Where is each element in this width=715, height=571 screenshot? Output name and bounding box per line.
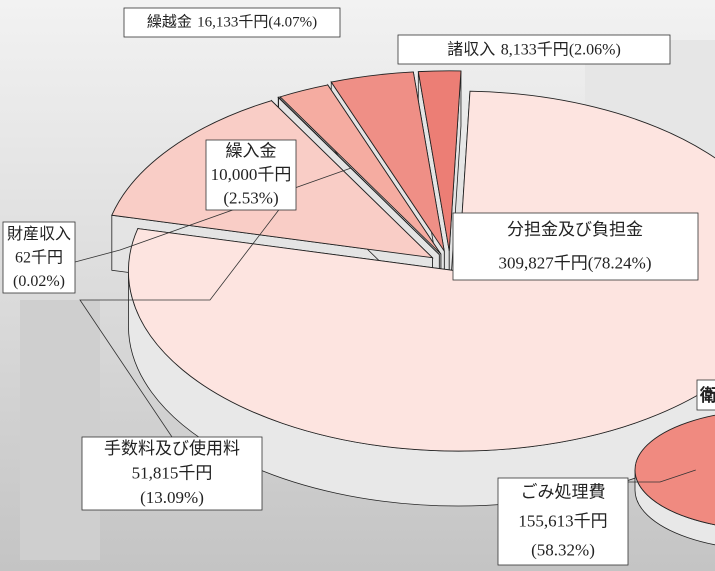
slice-label: 155,613千円 [518, 511, 607, 530]
slice-label-amount-labels: 16,133千円 [197, 14, 268, 31]
slice-label: 51,815千円 [132, 463, 213, 482]
slice-label-value-labels: (58.32%) [531, 540, 595, 559]
slice-label: 分担金及び負担金 [507, 220, 643, 239]
slice-label-value-labels: (2.06%) [569, 41, 621, 58]
slice-label: (13.09%) [140, 488, 204, 507]
slice-label-categories: 手数料及び使用料 [104, 438, 240, 458]
slice-label-categories: 諸収入 [447, 40, 495, 58]
slice-label-amount-labels: 309,827千円 [499, 253, 588, 272]
slice-label-amount-labels: 8,133千円 [501, 40, 569, 58]
slice-label-amount-labels: 51,815千円 [132, 463, 213, 482]
chart: 分担金及び負担金 309,827千円(78.24%) 手数料及び使用料 51,815千… [0, 0, 715, 571]
slice-label-value-labels: (13.09%) [140, 488, 204, 507]
slice-label: 手数料及び使用料 [104, 438, 240, 458]
slice-label: (58.32%) [531, 540, 595, 559]
slice-label: 財産収入 [7, 225, 71, 243]
background-building [20, 300, 100, 560]
slice-label: 繰入金 [226, 142, 277, 161]
slice-label: (2.53%) [223, 188, 278, 207]
slice-label: 62千円 [15, 248, 63, 266]
slice-label: 10,000千円 [211, 165, 292, 184]
slice-label-value-labels: (0.02%) [13, 273, 65, 290]
slice-label-value-labels: (78.24%) [588, 253, 652, 272]
slice-label-value-labels: (2.53%) [223, 188, 278, 207]
slice-label-categories: 財産収入 [7, 225, 71, 243]
slice-label: (0.02%) [13, 273, 65, 290]
slice-label-amount-labels: 155,613千円 [518, 511, 607, 530]
slice-label: 諸収入 8,133千円(2.06%) [447, 40, 621, 58]
chart-title: 衛 [699, 385, 715, 406]
slice-label-categories: 繰入金 [226, 142, 277, 161]
slice-label-value-labels: (4.07%) [268, 15, 317, 31]
slice-label-amount-labels: 62千円 [15, 248, 63, 266]
slice-label-categories: ごみ処理費 [521, 482, 606, 501]
slice-label-amount-labels: 10,000千円 [211, 165, 292, 184]
slice-label: 309,827千円(78.24%) [499, 253, 652, 272]
slice-label-categories: 分担金及び負担金 [507, 220, 643, 239]
slice-label: 繰越金 16,133千円(4.07%) [147, 14, 317, 31]
slice-label-categories: 繰越金 [147, 14, 192, 31]
slice-label: ごみ処理費 [521, 482, 606, 501]
